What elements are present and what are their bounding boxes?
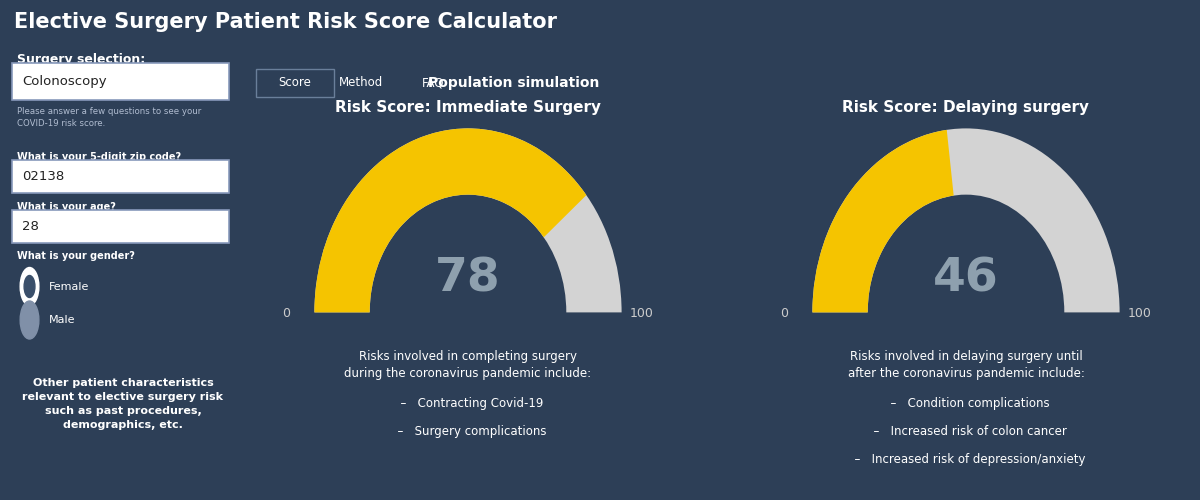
Text: 0: 0 <box>780 307 788 320</box>
Text: What is your gender?: What is your gender? <box>17 251 136 261</box>
Text: Risks involved in completing surgery
during the coronavirus pandemic include:: Risks involved in completing surgery dur… <box>344 350 592 380</box>
Text: Colonoscopy: Colonoscopy <box>22 74 107 88</box>
Text: Risk Score: Delaying surgery: Risk Score: Delaying surgery <box>842 100 1090 115</box>
FancyBboxPatch shape <box>12 160 229 192</box>
Text: 02138: 02138 <box>22 170 65 182</box>
Text: What is your 5-digit zip code?: What is your 5-digit zip code? <box>17 152 181 162</box>
Text: 0: 0 <box>282 307 290 320</box>
Text: Male: Male <box>49 315 76 325</box>
Text: –   Surgery complications: – Surgery complications <box>390 425 546 438</box>
Text: Risks involved in delaying surgery until
after the coronavirus pandemic include:: Risks involved in delaying surgery until… <box>847 350 1085 380</box>
FancyBboxPatch shape <box>12 62 229 100</box>
FancyBboxPatch shape <box>12 210 229 242</box>
Text: 46: 46 <box>934 257 998 302</box>
Text: 100: 100 <box>1128 307 1152 320</box>
Circle shape <box>20 301 38 339</box>
Wedge shape <box>314 128 587 312</box>
Text: Method: Method <box>340 76 383 89</box>
Text: –   Contracting Covid-19: – Contracting Covid-19 <box>392 398 544 410</box>
Text: –   Increased risk of colon cancer: – Increased risk of colon cancer <box>865 425 1067 438</box>
Circle shape <box>20 268 38 306</box>
Text: 28: 28 <box>22 220 40 232</box>
Text: Surgery selection:: Surgery selection: <box>17 52 145 66</box>
Text: 100: 100 <box>630 307 654 320</box>
Wedge shape <box>812 130 954 312</box>
Text: FAQ: FAQ <box>422 76 444 89</box>
Text: Elective Surgery Patient Risk Score Calculator: Elective Surgery Patient Risk Score Calc… <box>14 12 557 32</box>
Text: What is your age?: What is your age? <box>17 202 116 211</box>
Text: –   Increased risk of depression/anxiety: – Increased risk of depression/anxiety <box>847 452 1085 466</box>
Text: 78: 78 <box>436 257 500 302</box>
Text: Please answer a few questions to see your
COVID-19 risk score.: Please answer a few questions to see you… <box>17 108 202 128</box>
Wedge shape <box>314 128 622 312</box>
Text: Risk Score: Immediate Surgery: Risk Score: Immediate Surgery <box>335 100 601 115</box>
Text: Other patient characteristics
relevant to elective surgery risk
such as past pro: Other patient characteristics relevant t… <box>23 378 223 430</box>
Text: Female: Female <box>49 282 90 292</box>
Text: –   Condition complications: – Condition complications <box>883 398 1049 410</box>
Circle shape <box>24 276 35 297</box>
Text: Score: Score <box>278 76 311 89</box>
Text: Population simulation: Population simulation <box>428 76 599 90</box>
Wedge shape <box>812 128 1120 312</box>
